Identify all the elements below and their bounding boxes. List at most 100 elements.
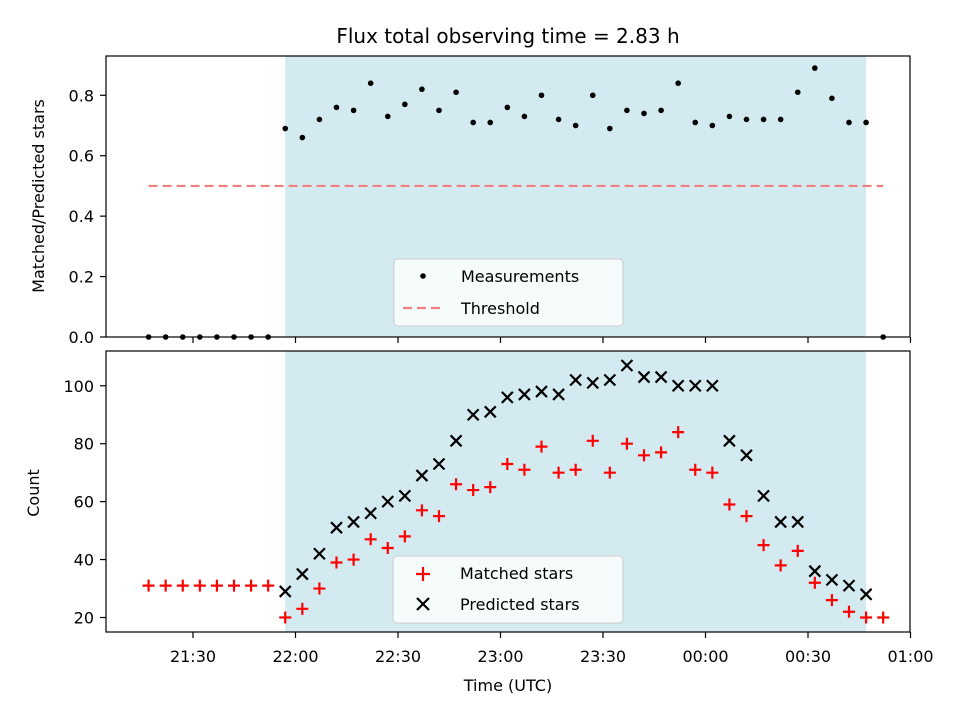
- matched-star-point: [740, 510, 753, 523]
- matched-star-point: [501, 457, 514, 470]
- predicted-star-point: [688, 379, 702, 393]
- predicted-star-point: [740, 449, 753, 462]
- matched-star-point: [193, 579, 206, 592]
- measurement-point: [453, 89, 459, 96]
- measurement-point: [470, 119, 476, 126]
- y-tick-label: 0.4: [69, 207, 94, 226]
- matched-star-point: [433, 510, 445, 523]
- matched-star-point: [484, 481, 497, 494]
- bottom-y-axis-label: Count: [24, 469, 43, 517]
- matched-star-point: [381, 541, 394, 554]
- matched-star-point: [330, 556, 343, 569]
- x-tick-label: 00:30: [785, 647, 831, 666]
- predicted-star-point: [364, 506, 377, 520]
- predicted-star-point: [518, 388, 531, 401]
- measurement-point: [384, 113, 391, 120]
- predicted-star-point: [330, 521, 343, 534]
- predicted-star-point: [466, 408, 480, 422]
- y-tick-label: 0.8: [69, 86, 94, 105]
- top-x-ticks: [192, 337, 912, 343]
- x-tick-label: 21:30: [170, 647, 216, 666]
- measurement-point: [299, 134, 306, 141]
- measurement-point: [333, 104, 340, 111]
- measurement-point: [863, 119, 869, 126]
- matched-star-point: [210, 579, 223, 592]
- measurement-point: [829, 95, 835, 102]
- matched-star-point: [467, 484, 480, 497]
- matched-star-point: [398, 530, 411, 543]
- top-y-axis-label: Matched/Predicted stars: [29, 99, 48, 293]
- matched-star-point: [279, 611, 292, 624]
- matched-star-point: [364, 533, 377, 546]
- predicted-star-point: [654, 370, 668, 384]
- measurement-point: [436, 107, 442, 114]
- measurement-point: [504, 104, 511, 111]
- x-tick-label: 23:30: [580, 647, 626, 666]
- top-legend: Measurements Threshold: [393, 258, 624, 327]
- bottom-panel: 20 40 60 80 100 21:30 22:00 22:30 23:00 23:30 00:…: [24, 350, 934, 695]
- x-tick-label: 01:00: [887, 647, 933, 666]
- measurement-point: [419, 86, 425, 93]
- top-y-ticks: 0.0 0.2 0.4 0.6 0.8: [69, 86, 106, 347]
- matched-star-point: [877, 611, 890, 624]
- legend-matched-marker: [416, 567, 430, 581]
- top-panel: 0.00.20.40.60.8 Matched/Predicted stars …: [29, 55, 912, 347]
- matched-star-point: [860, 611, 873, 624]
- predicted-star-point: [432, 457, 446, 471]
- predicted-star-point: [859, 588, 873, 601]
- measurement-point: [350, 107, 357, 114]
- matched-star-point: [228, 579, 240, 592]
- matched-star-point: [808, 576, 821, 589]
- predicted-star-point: [774, 515, 787, 529]
- matched-star-point: [262, 579, 275, 592]
- matched-star-point: [535, 440, 548, 453]
- matched-star-point: [450, 478, 463, 491]
- x-tick-label: 22:30: [375, 647, 421, 666]
- predicted-star-point: [483, 405, 497, 419]
- predicted-star-point: [842, 579, 856, 592]
- matched-star-point: [518, 463, 531, 476]
- matched-star-point: [689, 463, 702, 476]
- measurement-point: [555, 116, 562, 123]
- measurement-point: [658, 107, 664, 114]
- measurement-point: [812, 65, 818, 71]
- legend-predicted-marker: [416, 597, 430, 611]
- y-tick-label: 20: [74, 609, 94, 628]
- measurement-point: [402, 101, 408, 108]
- bottom-y-ticks: 20 40 60 80 100: [63, 377, 106, 628]
- legend-measurements-label: Measurements: [461, 267, 579, 286]
- matched-star-point: [313, 582, 326, 595]
- bottom-plot-frame: [105, 350, 911, 633]
- matched-star-point: [296, 602, 309, 615]
- measurement-point: [316, 116, 323, 123]
- predicted-star-point: [347, 515, 360, 529]
- measurement-point: [760, 116, 767, 123]
- matched-star-point: [159, 579, 172, 592]
- y-tick-label: 100: [63, 377, 94, 396]
- measurement-point: [726, 113, 733, 120]
- predicted-star-point: [535, 385, 548, 398]
- predicted-star-point: [706, 379, 719, 393]
- top-plot-frame: [105, 55, 911, 338]
- measurement-point: [692, 119, 699, 126]
- matched-star-point: [620, 437, 633, 450]
- bottom-legend: Matched stars Predicted stars: [392, 555, 624, 624]
- matched-star-point: [655, 446, 668, 459]
- measurement-point: [777, 116, 784, 123]
- matched-star-point: [843, 605, 855, 618]
- measurement-point: [538, 92, 545, 99]
- matched-star-point: [552, 466, 565, 479]
- measurement-point: [521, 113, 528, 120]
- predicted-star-point: [552, 388, 565, 401]
- matched-star-point: [706, 466, 719, 479]
- matched-star-point: [603, 466, 616, 479]
- x-axis-label: Time (UTC): [463, 676, 552, 695]
- y-tick-label: 40: [74, 551, 94, 570]
- predicted-star-point: [278, 585, 292, 598]
- measurement-point: [675, 80, 681, 86]
- matched-star-point: [142, 579, 155, 592]
- measurement-point: [709, 122, 716, 129]
- predicted-star-point: [296, 567, 309, 581]
- predicted-star-point: [723, 434, 736, 448]
- matched-star-point: [176, 579, 189, 592]
